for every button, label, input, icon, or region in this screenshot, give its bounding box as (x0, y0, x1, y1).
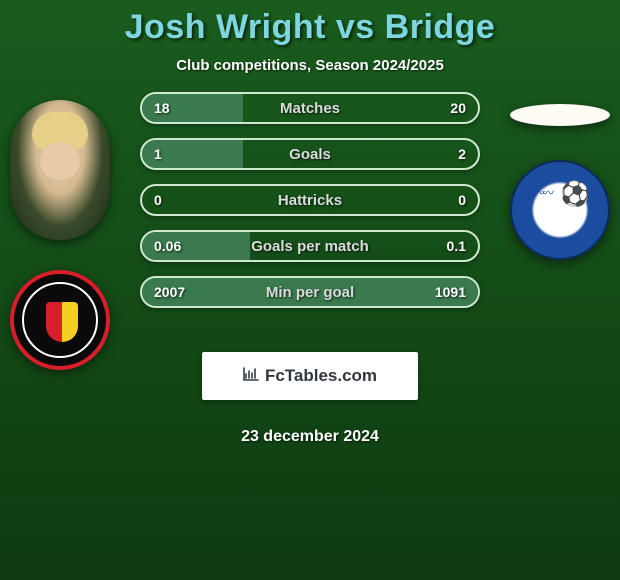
chart-icon (243, 367, 259, 385)
main-row: 18 Matches 20 1 Goals 2 0 Hattricks 0 0.… (0, 92, 620, 446)
player-left-avatar (10, 100, 110, 240)
stat-bar-gpm: 0.06 Goals per match 0.1 (140, 230, 480, 262)
club-left-badge (10, 270, 110, 370)
brand-badge[interactable]: FcTables.com (202, 352, 418, 400)
stats-column: 18 Matches 20 1 Goals 2 0 Hattricks 0 0.… (120, 92, 500, 446)
stat-label: Goals per match (142, 238, 478, 255)
comparison-card: Josh Wright vs Bridge Club competitions,… (0, 0, 620, 446)
page-title: Josh Wright vs Bridge (125, 8, 496, 47)
stat-value-right: 0 (458, 192, 466, 208)
stat-value-right: 1091 (435, 284, 466, 300)
stat-bar-mpg: 2007 Min per goal 1091 (140, 276, 480, 308)
brand-text: FcTables.com (265, 366, 377, 386)
stat-bar-goals: 1 Goals 2 (140, 138, 480, 170)
stat-bar-matches: 18 Matches 20 (140, 92, 480, 124)
stat-label: Matches (142, 100, 478, 117)
stat-label: Min per goal (142, 284, 478, 301)
stat-value-right: 2 (458, 146, 466, 162)
stat-value-right: 20 (450, 100, 466, 116)
player-right-oval (510, 104, 610, 126)
right-column (500, 92, 620, 260)
stat-bar-hattricks: 0 Hattricks 0 (140, 184, 480, 216)
footer-date: 23 december 2024 (241, 428, 379, 446)
stat-label: Goals (142, 146, 478, 163)
stat-label: Hattricks (142, 192, 478, 209)
stat-value-right: 0.1 (447, 238, 466, 254)
club-right-badge (510, 160, 610, 260)
left-column (0, 92, 120, 370)
page-subtitle: Club competitions, Season 2024/2025 (176, 57, 444, 74)
